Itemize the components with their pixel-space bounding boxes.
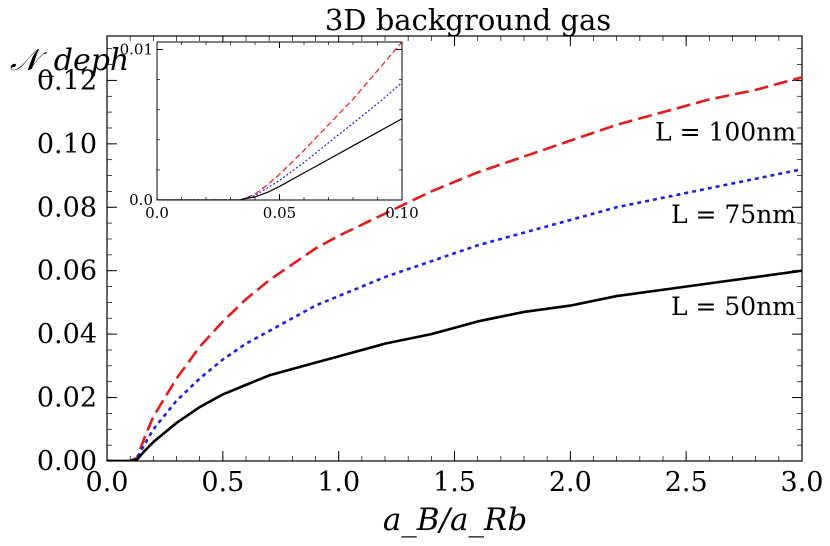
y-axis-label: 𝒩_deph: [10, 43, 129, 78]
series-label-l-100nm: L = 100nm: [655, 118, 796, 147]
y-tick-label: 0.10: [37, 129, 97, 160]
x-tick-label: 3.0: [781, 467, 824, 498]
series-line-l-100nm: [107, 75, 802, 461]
y-tick-label: 0.00: [37, 446, 97, 477]
x-tick-label: 1.0: [317, 467, 360, 498]
y-tick-label: 0.04: [37, 319, 97, 350]
inset-x-tick-label: 0.05: [263, 204, 296, 222]
series-label-l-75nm: L = 75nm: [671, 200, 796, 229]
inset-y-tick-label: 0.01: [120, 41, 153, 59]
inset-x-tick-label: 0.0: [145, 204, 169, 222]
y-tick-label: 0.08: [37, 192, 97, 223]
x-tick-label: 1.5: [433, 467, 476, 498]
x-tick-label: 0.0: [86, 467, 129, 498]
main-plot: 0.0 0.5 1.0 1.5 2.0 2.5 3.0 0.00 0.02 0.04 0.06 0.0…: [37, 35, 824, 498]
y-tick-label: 0.06: [37, 256, 97, 287]
inset-y-tick-label: 0.0: [129, 191, 153, 209]
chart-title: 3D background gas: [325, 3, 611, 37]
x-tick-label: 2.0: [549, 467, 592, 498]
series-line-l-75nm: [107, 167, 802, 461]
inset-x-tick-label: 0.10: [385, 204, 418, 222]
x-tick-label: 0.5: [201, 467, 244, 498]
y-tick-label: 0.02: [37, 383, 97, 414]
x-axis-label: a_B/a_Rb: [383, 502, 527, 538]
x-axis-label-text: a_B/a_Rb: [383, 502, 527, 538]
y-tick-label: 0.12: [37, 65, 97, 96]
inset-plot: 0.0 0.05 0.10 0.0 0.01: [120, 41, 419, 222]
x-tick-label: 2.5: [665, 467, 708, 498]
y-axis-label-text: 𝒩_deph: [10, 43, 129, 78]
inset-plot-frame: [156, 41, 403, 201]
series-line-l-50nm: [107, 269, 802, 461]
inset-series-line-l-50nm: [157, 118, 402, 200]
series-label-l-50nm: L = 50nm: [671, 292, 796, 321]
